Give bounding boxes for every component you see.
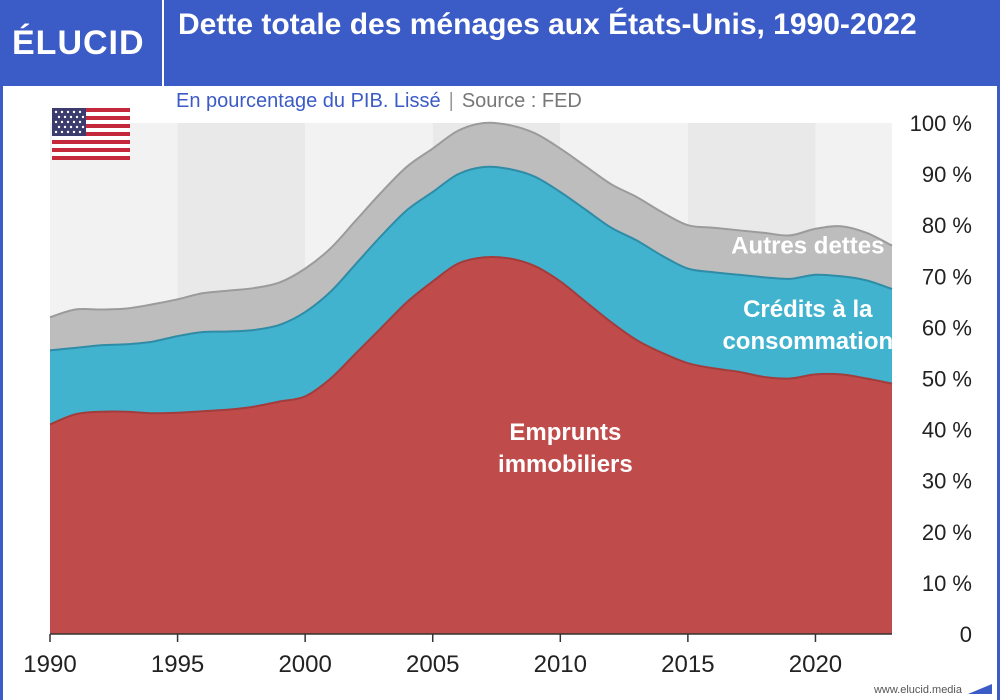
x-tick-label: 2000 — [278, 651, 331, 678]
series-labels: Emprunts immobiliers Crédits à la consommat… — [498, 232, 893, 478]
chart-subtitle: En pourcentage du PIB. Lissé | Source : FE… — [176, 90, 582, 113]
y-tick-label: 90 % — [922, 162, 972, 187]
y-tick-label: 40 % — [922, 418, 972, 443]
y-tick-label: 50 % — [922, 367, 972, 392]
area-outline — [49, 255, 893, 426]
x-tick-label: 2015 — [661, 651, 714, 678]
y-tick-label: 20 % — [922, 520, 972, 545]
series-label-line: Emprunts — [509, 419, 621, 446]
logo-divider — [162, 0, 164, 86]
series-label-line: Crédits à la — [743, 296, 873, 323]
series-label: Crédits à la consommation — [722, 296, 893, 355]
series-label-line: consommation — [722, 328, 893, 355]
us-flag-icon — [52, 108, 130, 160]
y-tick-label: 60 % — [922, 315, 972, 340]
x-tick-label: 1990 — [23, 651, 76, 678]
x-tick-label: 1995 — [151, 651, 204, 678]
x-tick-label: 2005 — [406, 651, 459, 678]
frame-border-right — [997, 86, 1000, 700]
area-outline — [49, 121, 893, 319]
area-outline — [49, 165, 893, 352]
y-tick-label: 30 % — [922, 469, 972, 494]
footer-url[interactable]: www.elucid.media — [873, 684, 962, 696]
chart-title: Dette totale des ménages aux États-Unis,… — [178, 8, 917, 41]
y-tick-label: 0 — [960, 622, 972, 647]
x-tick-label: 2010 — [534, 651, 587, 678]
series-label: Emprunts immobiliers — [498, 419, 633, 478]
elucid-mark-icon — [968, 684, 992, 694]
y-tick-label: 10 % — [922, 571, 972, 596]
elucid-logo[interactable]: ÉLUCID — [12, 24, 145, 62]
series-label-line: immobiliers — [498, 451, 633, 478]
area-layers — [49, 121, 893, 634]
x-tick-label: 2020 — [789, 651, 842, 678]
subtitle-text: En pourcentage du PIB. Lissé — [176, 90, 441, 112]
axes: 1990 1995 2000 2005 2010 2015 2020 0 10 % 20 % 30 … — [23, 111, 972, 678]
y-tick-label: 70 % — [922, 264, 972, 289]
subtitle-separator: | — [448, 90, 454, 112]
header-banner: ÉLUCID Dette totale des ménages aux État… — [0, 0, 1000, 86]
y-tick-label: 80 % — [922, 213, 972, 238]
series-label-line: Autres dettes — [731, 232, 884, 259]
source-text: Source : FED — [461, 90, 582, 112]
area-mortgage — [50, 256, 892, 634]
y-tick-label: 100 % — [910, 111, 972, 136]
series-label: Autres dettes — [731, 232, 884, 259]
frame-border-left — [0, 86, 3, 700]
